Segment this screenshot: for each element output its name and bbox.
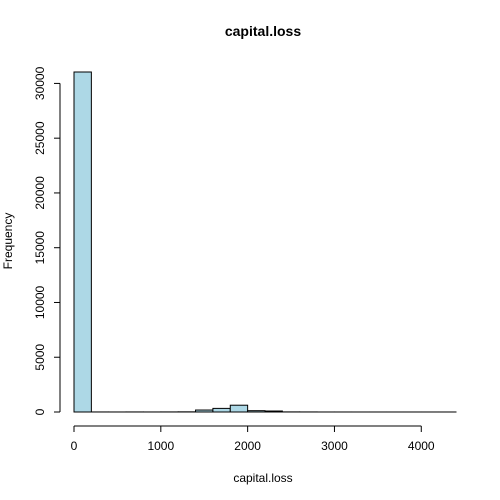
y-tick-label: 10000 bbox=[33, 285, 47, 319]
x-tick-label: 3000 bbox=[321, 439, 348, 453]
histogram-bar bbox=[264, 410, 283, 413]
histogram-bar bbox=[247, 410, 266, 413]
y-tick-label: 5000 bbox=[33, 344, 47, 371]
y-tick-label: 25000 bbox=[33, 121, 47, 155]
x-tick-label: 0 bbox=[71, 439, 78, 453]
x-tick-label: 4000 bbox=[408, 439, 435, 453]
x-axis-label: capital.loss bbox=[233, 471, 292, 485]
chart-title: capital.loss bbox=[225, 23, 301, 39]
histogram-bar bbox=[195, 409, 214, 413]
x-tick-label: 2000 bbox=[234, 439, 261, 453]
y-axis: 0 5000 10000 15000 20000 25000 30000 bbox=[33, 66, 61, 415]
y-tick-label: 30000 bbox=[33, 66, 47, 100]
bars-group bbox=[73, 71, 457, 413]
y-tick-label: 20000 bbox=[33, 176, 47, 210]
histogram-bar bbox=[229, 404, 249, 413]
histogram-bar bbox=[73, 71, 92, 413]
x-axis: 0 1000 2000 3000 4000 bbox=[71, 425, 435, 453]
y-axis-label: Frequency bbox=[1, 213, 15, 270]
y-tick-label: 15000 bbox=[33, 231, 47, 265]
x-tick-label: 1000 bbox=[147, 439, 174, 453]
histogram-bar bbox=[212, 407, 231, 413]
y-tick-label: 0 bbox=[33, 408, 47, 415]
